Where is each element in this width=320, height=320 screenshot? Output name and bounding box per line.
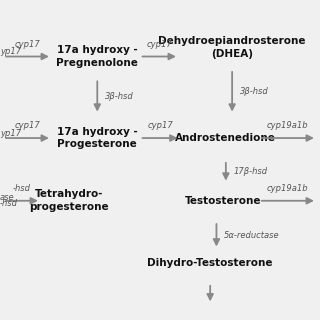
Text: Androstenedione: Androstenedione	[175, 133, 276, 143]
Text: -hsd: -hsd	[0, 199, 18, 208]
Text: cyp19a1b: cyp19a1b	[267, 184, 308, 193]
Text: ase: ase	[0, 193, 15, 202]
Text: Testosterone: Testosterone	[184, 196, 261, 206]
Text: yp17: yp17	[0, 47, 21, 56]
Text: cyp17: cyp17	[147, 121, 173, 130]
Text: yp17: yp17	[0, 129, 21, 138]
Text: 17β-hsd: 17β-hsd	[234, 167, 268, 176]
Text: Dihydro-Testosterone: Dihydro-Testosterone	[148, 259, 273, 268]
Text: cyp17: cyp17	[146, 40, 172, 49]
Text: cyp17: cyp17	[15, 40, 40, 49]
Text: -hsd: -hsd	[13, 184, 31, 193]
Text: 3β-hsd: 3β-hsd	[105, 92, 134, 101]
Text: cyp19a1b: cyp19a1b	[267, 121, 308, 130]
Text: Dehydroepiandrosterone
(DHEA): Dehydroepiandrosterone (DHEA)	[158, 36, 306, 59]
Text: 17a hydroxy -
Pregnenolone: 17a hydroxy - Pregnenolone	[56, 45, 138, 68]
Text: Tetrahydro-
progesterone: Tetrahydro- progesterone	[29, 189, 109, 212]
Text: 3β-hsd: 3β-hsd	[240, 87, 269, 96]
Text: 5α-reductase: 5α-reductase	[224, 231, 280, 240]
Text: 17a hydroxy -
Progesterone: 17a hydroxy - Progesterone	[57, 127, 138, 149]
Text: cyp17: cyp17	[15, 121, 40, 130]
